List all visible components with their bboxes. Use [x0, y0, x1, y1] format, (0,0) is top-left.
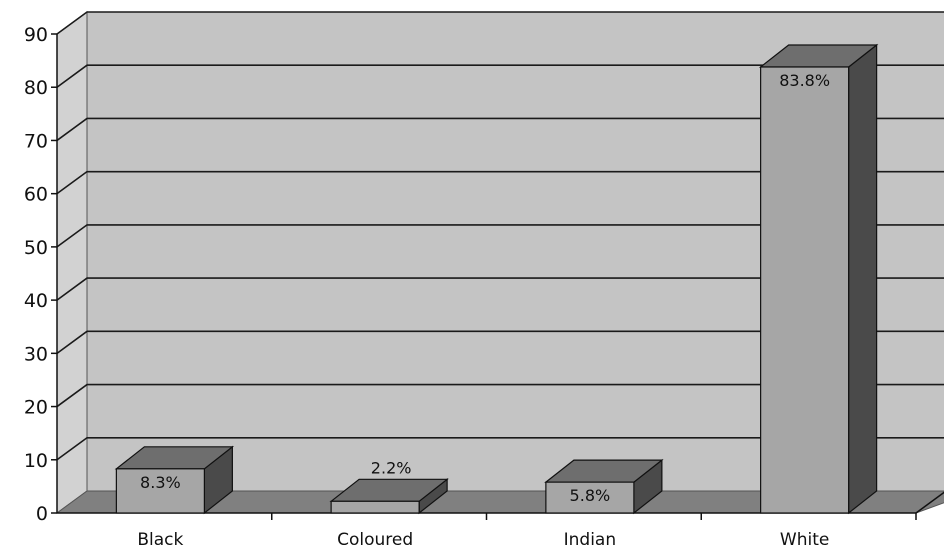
gridline-50: [56, 224, 944, 248]
plot-wall: [55, 11, 944, 514]
y-tick-label: 20: [24, 397, 48, 419]
y-tick-label: 0: [36, 503, 48, 525]
gridline-40: [56, 277, 944, 301]
bar-side: [848, 43, 878, 515]
gridline-70: [56, 117, 944, 142]
bar-coloured: [329, 478, 449, 515]
bar-front: [330, 500, 420, 514]
gridline-60: [56, 170, 944, 195]
gridline-20: [56, 383, 944, 408]
y-tick-label: 40: [24, 290, 48, 312]
gridline-80: [56, 64, 944, 88]
bar-front: [115, 468, 205, 514]
data-label: 83.8%: [779, 71, 830, 90]
gridlines: [56, 11, 944, 461]
category-label: Black: [137, 530, 183, 550]
labels: 0 10 20 30 40 50 60 70 80 90 8.3% Black 2.2% Coloured…: [24, 24, 830, 550]
x-axis-depth: [915, 491, 944, 514]
gridline-30: [56, 330, 944, 354]
data-label: 5.8%: [570, 486, 611, 505]
category-label: Coloured: [337, 530, 413, 550]
bar-front: [760, 66, 850, 514]
y-tick-label: 90: [24, 24, 48, 46]
bar-indian: [544, 458, 664, 515]
side-wall: [56, 11, 88, 514]
bar-black: [114, 445, 235, 515]
bars: [114, 43, 879, 515]
y-tick-label: 60: [24, 184, 48, 206]
gridline-10: [56, 436, 944, 461]
gridline-90: [56, 11, 944, 35]
y-tick-label: 10: [24, 450, 48, 472]
category-label: White: [780, 530, 829, 550]
y-tick-label: 70: [24, 130, 48, 152]
bar-front: [545, 481, 635, 514]
data-label: 8.3%: [140, 473, 181, 492]
category-label: Indian: [564, 530, 617, 550]
y-tick-label: 80: [24, 77, 48, 99]
data-label: 2.2%: [371, 458, 412, 477]
bar-white: [758, 43, 879, 515]
y-tick-label: 50: [24, 237, 48, 259]
y-tick-label: 30: [24, 343, 48, 365]
